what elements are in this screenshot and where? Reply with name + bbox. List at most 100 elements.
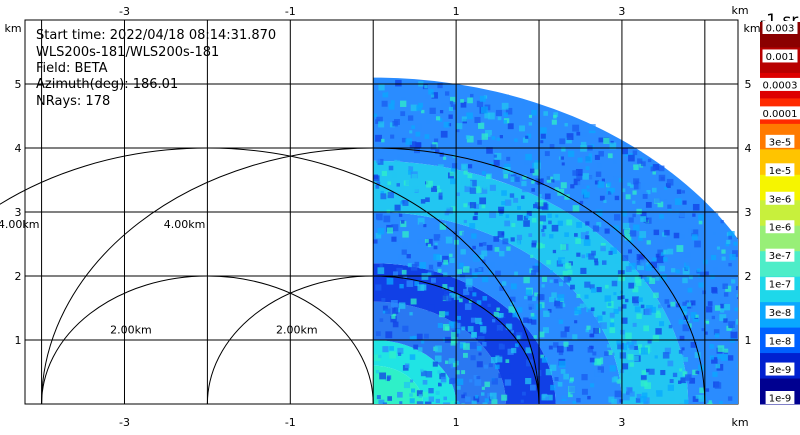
speckle-cell <box>584 281 591 288</box>
speckle-cell <box>590 333 594 338</box>
speckle-cell <box>740 347 744 351</box>
speckle-cell <box>482 276 489 283</box>
speckle-cell <box>619 399 623 403</box>
speckle-cell <box>713 329 720 335</box>
speckle-cell <box>482 242 487 246</box>
speckle-cell <box>439 237 446 245</box>
speckle-cell <box>487 393 492 398</box>
speckle-cell <box>655 328 662 335</box>
speckle-cell <box>753 263 759 269</box>
speckle-cell <box>587 347 594 353</box>
speckle-cell <box>658 174 666 182</box>
speckle-cell <box>416 142 422 148</box>
speckle-cell <box>471 400 477 404</box>
speckle-cell <box>739 303 745 309</box>
speckle-cell <box>527 318 533 324</box>
speckle-cell <box>741 243 747 249</box>
speckle-cell <box>463 288 470 296</box>
speckle-cell <box>729 253 736 261</box>
speckle-cell <box>628 238 634 244</box>
speckle-cell <box>600 245 606 252</box>
speckle-cell <box>675 269 680 274</box>
speckle-cell <box>644 308 652 316</box>
speckle-cell <box>705 316 710 321</box>
speckle-cell <box>496 307 500 312</box>
speckle-cell <box>588 153 592 157</box>
speckle-cell <box>378 399 385 404</box>
speckle-cell <box>432 361 438 367</box>
speckle-cell <box>610 187 615 193</box>
speckle-cell <box>531 188 535 192</box>
speckle-cell <box>411 388 416 393</box>
speckle-cell <box>611 280 618 287</box>
speckle-cell <box>481 204 486 209</box>
speckle-cell <box>648 277 656 285</box>
speckle-cell <box>638 317 645 323</box>
speckle-cell <box>497 330 502 334</box>
speckle-cell <box>476 346 482 351</box>
speckle-cell <box>558 282 564 287</box>
speckle-cell <box>644 262 649 267</box>
speckle-cell <box>720 308 725 313</box>
speckle-cell <box>534 292 539 297</box>
speckle-cell <box>689 377 696 384</box>
speckle-cell <box>453 294 460 300</box>
speckle-cell <box>387 181 392 185</box>
speckle-cell <box>520 399 524 403</box>
speckle-cell <box>685 300 690 304</box>
range-ring-label: 2.00km <box>276 323 318 336</box>
speckle-cell <box>618 306 623 312</box>
speckle-cell <box>440 294 447 301</box>
speckle-cell <box>533 162 541 170</box>
speckle-cell <box>566 344 574 352</box>
speckle-cell <box>695 370 700 375</box>
colorbar-label-bg <box>765 277 795 291</box>
speckle-cell <box>444 210 450 216</box>
speckle-cell <box>744 351 750 357</box>
speckle-cell <box>522 185 529 193</box>
speckle-cell <box>409 393 413 397</box>
speckle-cell <box>579 303 585 309</box>
speckle-cell <box>468 299 473 303</box>
speckle-cell <box>445 236 453 244</box>
speckle-cell <box>469 202 477 209</box>
speckle-cell <box>410 379 414 383</box>
speckle-cell <box>724 348 729 353</box>
speckle-cell <box>717 354 722 359</box>
speckle-cell <box>640 304 645 309</box>
speckle-cell <box>722 391 728 397</box>
speckle-cell <box>461 326 466 331</box>
speckle-cell <box>609 322 615 327</box>
speckle-cell <box>385 331 393 339</box>
speckle-cell <box>577 157 583 163</box>
speckle-cell <box>574 320 578 324</box>
speckle-cell <box>449 378 455 385</box>
speckle-cell <box>488 262 495 268</box>
speckle-cell <box>637 151 642 156</box>
speckle-cell <box>639 231 647 238</box>
speckle-cell <box>528 114 532 118</box>
speckle-cell <box>474 211 478 216</box>
speckle-cell <box>417 291 422 297</box>
speckle-cell <box>460 99 464 103</box>
speckle-cell <box>396 267 403 275</box>
speckle-cell <box>594 180 599 185</box>
speckle-cell <box>442 255 449 263</box>
speckle-cell <box>621 317 628 324</box>
speckle-cell <box>504 220 511 227</box>
speckle-cell <box>420 284 427 291</box>
speckle-cell <box>464 185 471 193</box>
speckle-cell <box>481 155 489 163</box>
speckle-cell <box>576 294 581 298</box>
speckle-cell <box>450 339 457 346</box>
speckle-cell <box>699 271 705 277</box>
speckle-cell <box>541 229 545 233</box>
speckle-cell <box>382 91 389 98</box>
speckle-cell <box>676 189 682 194</box>
speckle-cell <box>450 178 456 185</box>
speckle-cell <box>422 379 428 385</box>
speckle-cell <box>489 184 496 191</box>
y-tick-label-right: 3 <box>745 206 752 219</box>
speckle-cell <box>748 297 753 302</box>
speckle-cell <box>545 396 550 401</box>
